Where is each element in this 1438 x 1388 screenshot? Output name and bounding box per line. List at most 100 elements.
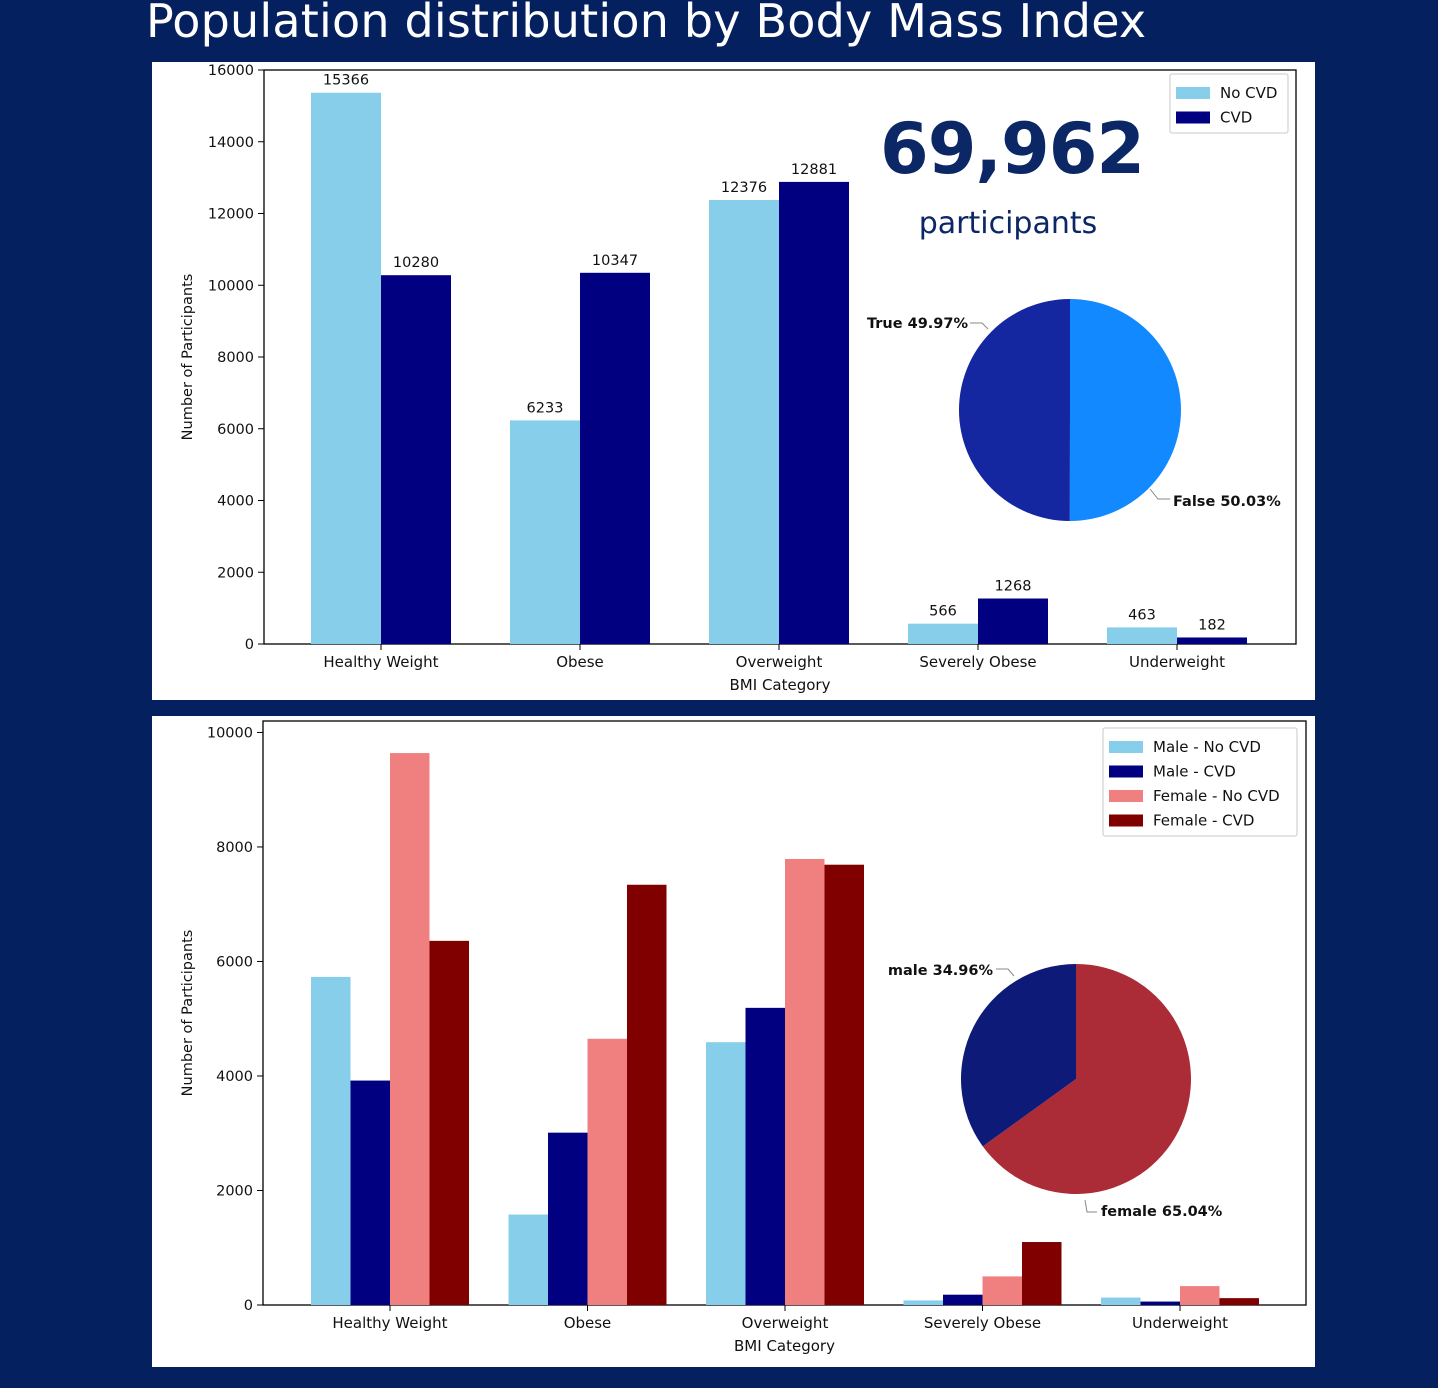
- y-axis-label: Number of Participants: [180, 274, 196, 441]
- top-chart-panel: 0 2000 4000 6000 8000 10000 12000 14000 16000 Num…: [152, 62, 1315, 700]
- bar-male-cvd: [1140, 1301, 1180, 1305]
- bar-male-no-cvd: [311, 976, 351, 1305]
- x-tick-label: Overweight: [742, 1314, 829, 1332]
- y-tick-label: 0: [245, 637, 254, 653]
- y-tick-label: 6000: [216, 954, 253, 970]
- y-tick-label: 4000: [217, 494, 254, 510]
- bar-no-cvd: [311, 92, 381, 644]
- legend-swatch: [1109, 814, 1143, 827]
- x-tick-label: Obese: [556, 653, 604, 671]
- bar-male-no-cvd: [1101, 1297, 1141, 1305]
- total-participants-caption: participants: [918, 206, 1098, 241]
- legend-box: [1102, 727, 1298, 837]
- bar-data-label: 6233: [527, 400, 564, 416]
- bar-data-label: 182: [1198, 617, 1226, 633]
- x-tick-label: Obese: [564, 1314, 612, 1332]
- bar-female-cvd: [627, 884, 667, 1305]
- bar-female-no-cvd: [1180, 1286, 1220, 1305]
- x-tick-label: Severely Obese: [919, 653, 1036, 671]
- legend-label: No CVD: [1220, 84, 1277, 102]
- x-tick-label: Healthy Weight: [332, 1314, 447, 1332]
- bar-no-cvd: [510, 420, 580, 644]
- bar-cvd: [978, 598, 1048, 644]
- bar-cvd: [580, 272, 650, 644]
- pie-leader-line: [1149, 488, 1170, 500]
- pie-slice-female: [982, 964, 1191, 1194]
- y-tick-label: 0: [244, 1298, 253, 1314]
- bar-data-label: 15366: [323, 73, 369, 89]
- bar-male-cvd: [548, 1132, 588, 1305]
- legend-label: CVD: [1220, 109, 1252, 127]
- pie-label-female: female 65.04%: [1101, 1204, 1223, 1220]
- bar-cvd: [1177, 637, 1247, 644]
- y-tick-label: 14000: [208, 135, 254, 151]
- bar-data-label: 566: [929, 604, 957, 620]
- y-tick-label: 10000: [207, 725, 253, 741]
- total-participants-value: 69,962: [880, 108, 1145, 190]
- x-tick-label: Underweight: [1129, 653, 1225, 671]
- bar-no-cvd: [1107, 627, 1177, 644]
- x-axis-label: BMI Category: [734, 1337, 835, 1355]
- bar-male-no-cvd: [706, 1042, 746, 1305]
- y-tick-label: 8000: [216, 840, 253, 856]
- pie-slice-true: [958, 299, 1070, 521]
- bar-female-cvd: [429, 940, 469, 1305]
- x-tick-label: Overweight: [736, 653, 823, 671]
- legend-swatch: [1176, 87, 1210, 99]
- legend-label: Female - CVD: [1153, 812, 1254, 830]
- pie-leader-line: [996, 968, 1015, 977]
- bar-male-no-cvd: [903, 1300, 943, 1305]
- bar-data-label: 1268: [995, 579, 1032, 595]
- x-tick-label: Severely Obese: [924, 1314, 1041, 1332]
- y-tick-label: 4000: [216, 1069, 253, 1085]
- bar-male-no-cvd: [508, 1214, 548, 1305]
- legend-label: Female - No CVD: [1153, 787, 1280, 805]
- bar-no-cvd: [908, 623, 978, 644]
- bar-female-no-cvd: [785, 858, 825, 1305]
- legend-swatch: [1176, 111, 1210, 124]
- y-tick-label: 10000: [208, 278, 254, 294]
- legend-swatch: [1109, 765, 1143, 778]
- legend-label: Male - CVD: [1153, 763, 1236, 781]
- bar-cvd: [779, 181, 849, 644]
- bottom-chart-panel: 0 2000 4000 6000 8000 10000 Number of Particip…: [152, 716, 1315, 1367]
- y-tick-label: 8000: [217, 350, 254, 366]
- pie-leader-line: [970, 322, 989, 330]
- bar-data-label: 12881: [791, 162, 837, 178]
- bar-female-cvd: [1219, 1298, 1259, 1305]
- bar-female-no-cvd: [390, 753, 430, 1305]
- bar-cvd: [381, 275, 451, 644]
- bmi-sex-cvd-bar-chart: 0 2000 4000 6000 8000 10000 Number of Particip…: [180, 720, 1307, 1355]
- pie-slice-male: [960, 964, 1076, 1147]
- bar-data-label: 10280: [393, 255, 439, 271]
- bar-male-cvd: [943, 1294, 983, 1305]
- bar-male-cvd: [350, 1080, 390, 1305]
- pie-label-male: male 34.96%: [888, 963, 994, 979]
- bar-female-no-cvd: [587, 1038, 627, 1305]
- pie-label-true: True 49.97%: [867, 316, 969, 332]
- x-tick-label: Healthy Weight: [323, 653, 438, 671]
- y-tick-label: 12000: [208, 207, 254, 223]
- y-tick-label: 2000: [216, 1183, 253, 1199]
- legend-swatch: [1109, 741, 1143, 753]
- page-title: Population distribution by Body Mass Ind…: [146, 0, 1147, 48]
- y-tick-label: 6000: [217, 422, 254, 438]
- x-tick-label: Underweight: [1132, 1314, 1228, 1332]
- pie-label-false: False 50.03%: [1173, 494, 1281, 510]
- legend-label: Male - No CVD: [1153, 738, 1261, 756]
- bar-female-cvd: [824, 864, 864, 1305]
- bar-no-cvd: [709, 200, 779, 645]
- legend-swatch: [1109, 790, 1143, 802]
- bar-female-no-cvd: [982, 1276, 1022, 1305]
- bar-data-label: 463: [1128, 607, 1156, 623]
- y-axis-label: Number of Participants: [180, 930, 196, 1097]
- bar-female-cvd: [1022, 1242, 1062, 1305]
- bar-data-label: 12376: [721, 180, 767, 196]
- bmi-cvd-bar-chart: 0 2000 4000 6000 8000 10000 12000 14000 16000 Num…: [180, 63, 1297, 694]
- pie-slice-false: [1069, 299, 1181, 521]
- y-tick-label: 2000: [217, 565, 254, 581]
- bar-male-cvd: [745, 1007, 785, 1305]
- y-tick-label: 16000: [208, 63, 254, 79]
- x-axis-label: BMI Category: [730, 676, 831, 694]
- pie-leader-line: [1084, 1199, 1097, 1213]
